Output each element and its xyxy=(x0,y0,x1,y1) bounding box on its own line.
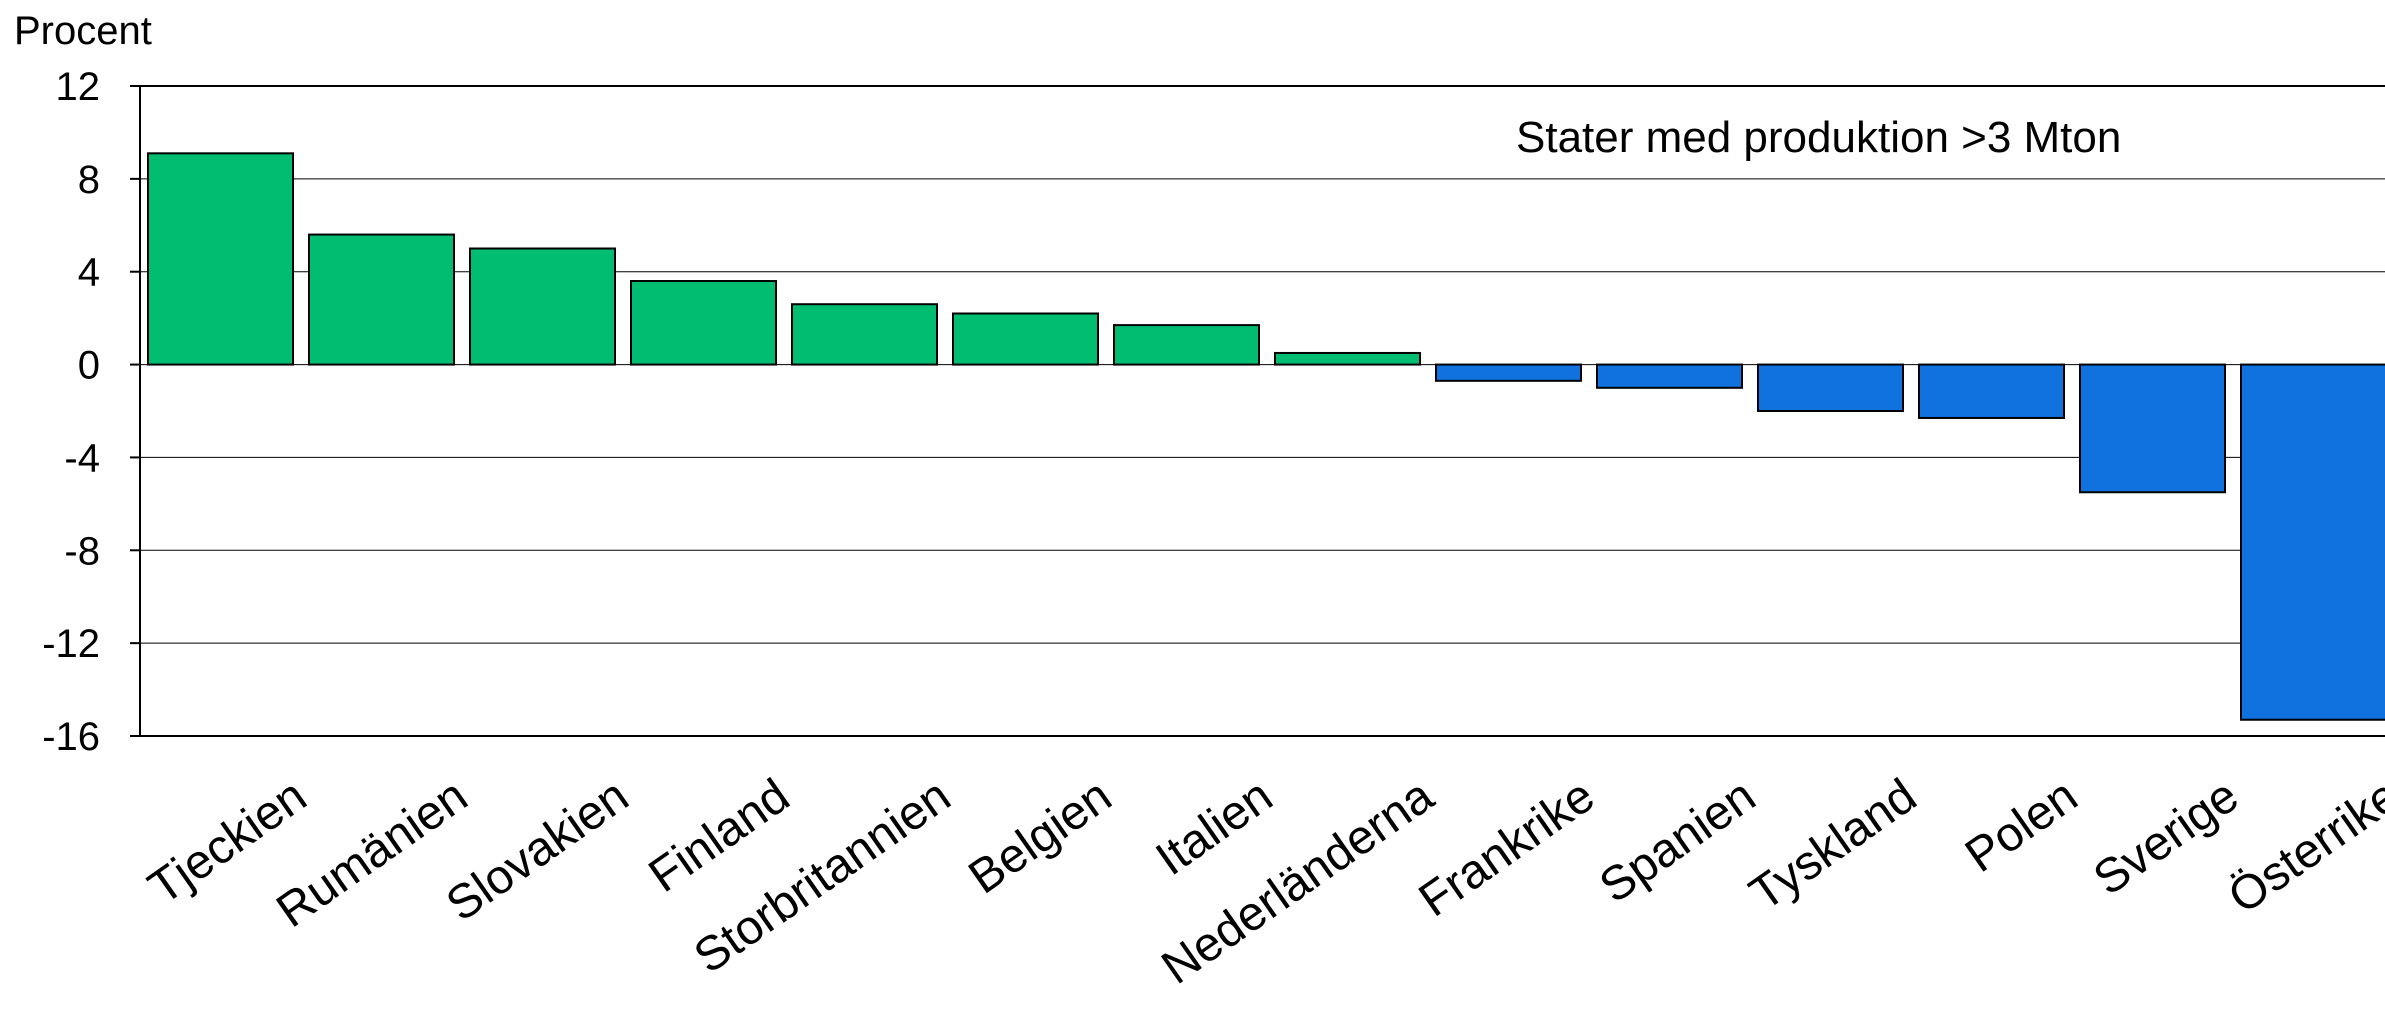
y-axis-label: Procent xyxy=(14,9,152,53)
category-label: Österrike xyxy=(2219,769,2385,924)
bar-italien xyxy=(1113,324,1260,366)
bar-storbritannien xyxy=(791,303,938,366)
bar-slovakien xyxy=(469,247,616,366)
bar-nederländerna xyxy=(1274,351,1421,366)
bar-österrike xyxy=(2240,363,2385,721)
bar-tyskland xyxy=(1757,363,1904,413)
category-label: Polen xyxy=(1956,769,2087,883)
bar-rumänien xyxy=(308,233,455,366)
y-tick-label: 12 xyxy=(56,65,101,109)
y-tick-label: 4 xyxy=(78,251,100,295)
y-tick-label: -16 xyxy=(42,715,100,759)
y-tick-label: -12 xyxy=(42,622,100,666)
chart-annotation: Stater med produktion >3 Mton xyxy=(1516,113,2121,162)
bar-tjeckien xyxy=(147,152,294,366)
bar-sverige xyxy=(2079,363,2226,494)
bars xyxy=(147,152,2385,721)
bar-belgien xyxy=(952,312,1099,366)
bar-polen xyxy=(1918,363,2065,419)
category-label: Frankrike xyxy=(1410,769,1604,927)
plot-frame xyxy=(139,85,2385,737)
category-label: Tyskland xyxy=(1741,769,1927,921)
bar-spanien xyxy=(1596,363,1743,389)
category-label: Belgien xyxy=(960,769,1122,904)
y-tick-labels: 12 8 4 0 -4 -8 -12 -16 xyxy=(42,65,140,759)
bar-frankrike xyxy=(1435,363,1582,382)
bar-finland xyxy=(630,280,777,366)
category-label: Spanien xyxy=(1590,769,1765,913)
category-label: Slovakien xyxy=(437,769,638,932)
y-tick-label: 0 xyxy=(78,344,100,388)
category-label: Italien xyxy=(1147,769,1282,886)
y-tick-label: 8 xyxy=(78,158,100,202)
y-tick-label: -8 xyxy=(64,529,100,573)
category-label: Nederländerna xyxy=(1153,769,1444,995)
y-tick-label: -4 xyxy=(64,436,100,480)
